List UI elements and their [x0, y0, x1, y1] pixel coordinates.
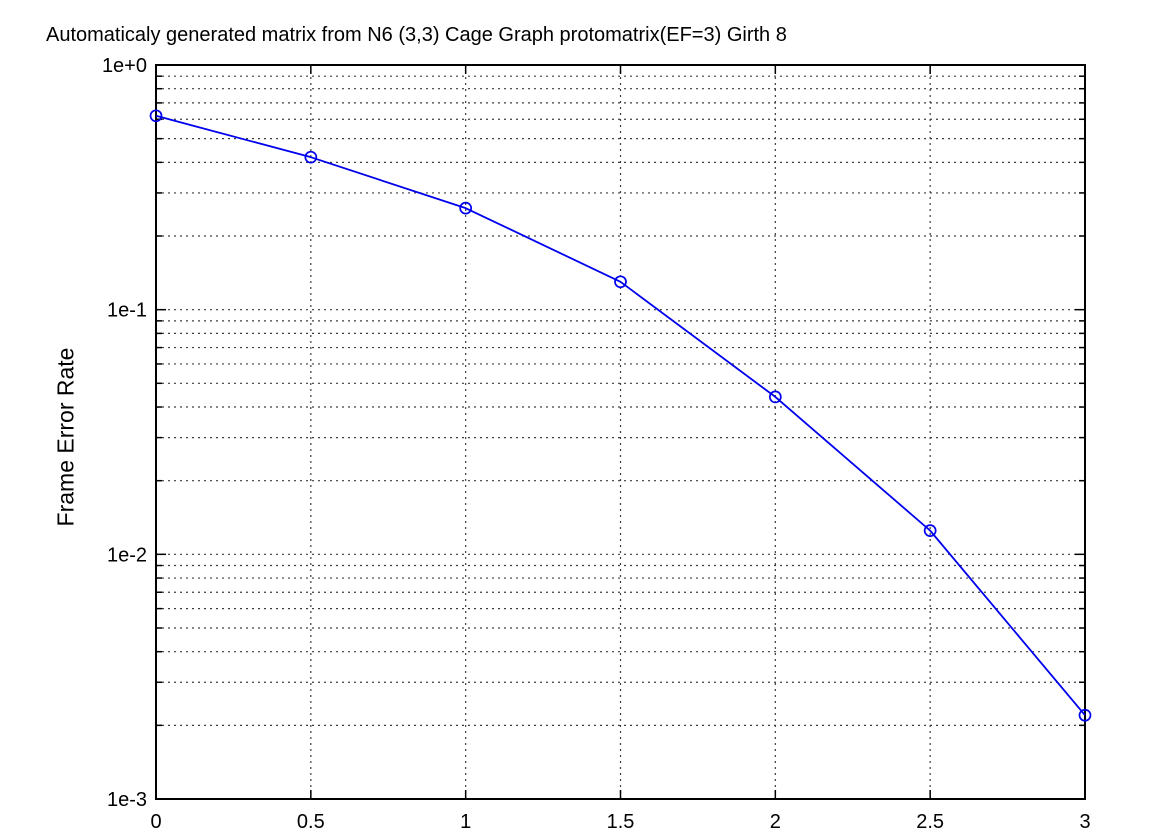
x-tick-label: 0 [150, 811, 161, 833]
plot-border [155, 64, 1086, 800]
chart-title: Automaticaly generated matrix from N6 (3… [46, 24, 787, 46]
x-tick-label: 3 [1079, 811, 1090, 833]
x-tick-label: 2.5 [916, 811, 944, 833]
series-frame-error-rate-curve [149, 109, 1092, 722]
data-point-marker [614, 275, 627, 289]
gridlines [156, 65, 1085, 799]
x-tick-label: 1.5 [607, 811, 635, 833]
data-point-marker [768, 390, 782, 404]
y-tick-label: 1e-1 [107, 300, 147, 322]
y-tick-labels: 1e+0 1e-1 1e-2 1e-3 [102, 55, 147, 811]
y-tick-label: 1e-3 [107, 789, 147, 811]
data-point-marker [149, 109, 163, 123]
y-tick-label: 1e+0 [102, 55, 147, 77]
x-tick-label: 1 [460, 811, 471, 833]
data-point-marker [304, 150, 318, 164]
data-point-marker [459, 201, 473, 215]
data-point-marker [923, 524, 937, 537]
x-tick-label: 0.5 [297, 811, 325, 833]
data-point-marker [1078, 708, 1092, 722]
x-tick-label: 2 [770, 811, 781, 833]
y-tick-label: 1e-2 [107, 544, 147, 566]
fer-curve-line [155, 114, 1086, 716]
x-tick-labels: 0 0.5 1 1.5 2 2.5 3 [150, 811, 1090, 833]
